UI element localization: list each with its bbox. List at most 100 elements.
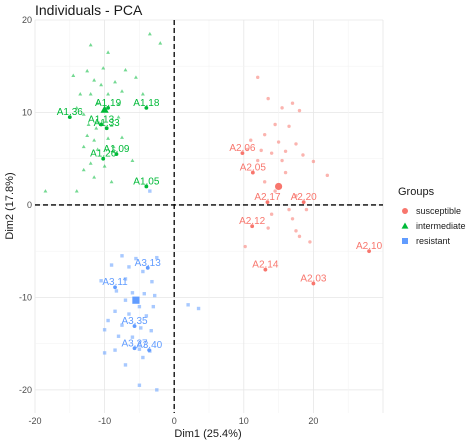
point-label: A1.13	[88, 114, 115, 125]
point-label: A3.11	[102, 277, 128, 288]
susceptible-point	[256, 158, 260, 163]
resistant-point	[127, 265, 131, 269]
point-label: A2.20	[291, 192, 318, 203]
intermediate-point	[92, 138, 97, 142]
point-label: A2.17	[254, 192, 281, 203]
point-label: A2.10	[356, 241, 383, 252]
susceptible-point	[287, 207, 291, 212]
susceptible-point	[294, 229, 298, 233]
resistant-labeled-point	[147, 348, 152, 353]
resistant-point	[137, 347, 142, 351]
resistant-centroid	[132, 296, 140, 304]
resistant-point	[141, 355, 145, 360]
intermediate-point	[88, 92, 93, 96]
x-tick-label: 0	[172, 416, 177, 426]
intermediate-point	[140, 92, 145, 96]
intermediate-point	[123, 67, 128, 72]
susceptible-point	[290, 217, 295, 221]
point-label: A2.03	[300, 274, 327, 285]
susceptible-point	[276, 140, 281, 144]
resistant-point	[134, 256, 138, 261]
susceptible-point	[311, 159, 316, 164]
resistant-point	[144, 314, 149, 318]
susceptible-labeled-point	[265, 200, 270, 205]
resistant-point	[114, 289, 119, 293]
susceptible-point	[266, 96, 270, 101]
resistant-labeled-point	[145, 265, 150, 270]
intermediate-labeled-point	[144, 105, 149, 110]
resistant-labeled-point	[132, 324, 137, 328]
data-points	[43, 31, 371, 392]
susceptible-point	[269, 212, 274, 216]
point-label: A3.35	[121, 316, 148, 327]
x-tick-label: 20	[308, 416, 318, 426]
resistant-point	[141, 269, 145, 274]
y-tick-label: 10	[22, 107, 32, 117]
susceptible-labeled-point	[367, 249, 371, 254]
susceptible-point	[245, 147, 249, 152]
susceptible-point	[269, 151, 274, 155]
legend-title: Groups	[398, 186, 435, 198]
intermediate-point	[109, 123, 114, 127]
intermediate-point	[88, 43, 93, 47]
intermediate-point	[85, 68, 90, 73]
tick-labels: -20 -10 0 10 20 -20 -10 0 10 20	[19, 15, 318, 426]
intermediate-point	[116, 102, 121, 106]
point-label: A1.33	[94, 118, 121, 129]
intermediate-point	[71, 73, 76, 77]
resistant-point	[123, 277, 128, 281]
intermediate-point	[74, 189, 79, 193]
intermediate-point	[81, 112, 86, 116]
resistant-point	[102, 351, 107, 355]
resistant-legend-key	[402, 238, 408, 244]
susceptible-point	[273, 122, 277, 127]
x-tick-label: -20	[28, 416, 41, 426]
susceptible-point	[308, 240, 312, 244]
intermediate-point	[102, 164, 107, 168]
intermediate-point	[130, 158, 135, 163]
point-label: A1.19	[95, 98, 122, 109]
susceptible-point	[259, 148, 263, 153]
susceptible-point	[280, 106, 284, 110]
susceptible-labeled-point	[250, 224, 255, 229]
intermediate-point	[111, 144, 116, 149]
legend-label: susceptible	[416, 206, 461, 216]
intermediate-labeled-point	[99, 122, 104, 127]
intermediate-point	[120, 89, 124, 93]
reference-lines	[35, 20, 383, 413]
resistant-point	[137, 383, 142, 387]
resistant-point	[149, 329, 153, 333]
resistant-point	[150, 279, 154, 284]
susceptible-point	[287, 124, 291, 129]
intermediate-point	[78, 92, 83, 96]
resistant-point	[113, 348, 117, 352]
intermediate-point	[116, 115, 121, 119]
point-label: A2.12	[239, 216, 266, 227]
point-label: A3.40	[136, 340, 163, 351]
resistant-point	[137, 304, 142, 309]
point-label: A1.26	[90, 149, 117, 160]
resistant-point	[196, 306, 201, 311]
point-label: A2.14	[252, 260, 279, 271]
susceptible-labeled-point	[240, 151, 245, 156]
resistant-point	[99, 279, 103, 283]
resistant-point	[120, 323, 124, 327]
y-tick-label: -20	[19, 385, 32, 395]
resistant-point	[155, 255, 159, 260]
intermediate-labeled-point	[101, 156, 106, 161]
susceptible-point	[249, 138, 253, 142]
resistant-labeled-point	[113, 285, 117, 290]
resistant-labeled-point	[132, 346, 137, 351]
resistant-point	[151, 304, 156, 309]
resistant-point	[142, 292, 146, 296]
point-label: A2.06	[229, 143, 256, 154]
intermediate-point	[74, 105, 79, 110]
intermediate-point	[92, 78, 97, 82]
susceptible-point	[283, 170, 288, 175]
resistant-point	[153, 293, 157, 298]
intermediate-labeled-point	[106, 105, 110, 110]
intermediate-point	[101, 66, 106, 70]
susceptible-point	[290, 101, 295, 105]
resistant-point	[155, 388, 159, 392]
point-label: A1.09	[103, 144, 130, 155]
